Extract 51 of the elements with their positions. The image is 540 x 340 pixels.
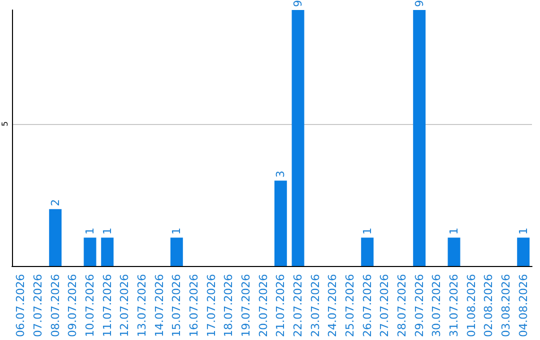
x-tick-label: 12.07.2026 bbox=[118, 274, 132, 338]
x-tick-label: 10.07.2026 bbox=[84, 274, 96, 338]
x-tick-label: 30.07.2026 bbox=[430, 274, 444, 338]
bar bbox=[292, 10, 304, 266]
x-tick-label: 17.07.2026 bbox=[204, 274, 218, 338]
data-label: 1 bbox=[448, 228, 460, 235]
x-tick-label: 11.07.2026 bbox=[100, 274, 114, 338]
bar bbox=[49, 209, 62, 266]
x-tick-label: 16.07.2026 bbox=[188, 274, 200, 338]
x-tick-label: 01.08.2026 bbox=[464, 274, 478, 338]
data-label: 2 bbox=[48, 199, 62, 206]
bar bbox=[517, 238, 530, 266]
x-tick-label: 25.07.2026 bbox=[344, 274, 356, 338]
x-tick-label: 19.07.2026 bbox=[240, 274, 252, 338]
x-tick-label: 28.07.2026 bbox=[396, 274, 408, 338]
x-tick-label: 07.07.2026 bbox=[32, 274, 44, 338]
bar bbox=[84, 238, 96, 266]
bar bbox=[170, 238, 183, 266]
x-tick-label: 22.07.2026 bbox=[292, 274, 304, 338]
bar bbox=[448, 238, 460, 266]
data-label: 1 bbox=[170, 228, 184, 235]
y-tick-label: 5 bbox=[0, 121, 10, 126]
data-label: 9 bbox=[292, 0, 304, 7]
x-tick-label: 06.07.2026 bbox=[14, 274, 28, 338]
x-tick-label: 14.07.2026 bbox=[152, 274, 166, 338]
x-tick-label: 27.07.2026 bbox=[378, 274, 392, 338]
x-tick-label: 29.07.2026 bbox=[412, 274, 426, 338]
data-label: 3 bbox=[274, 170, 288, 178]
data-label: 1 bbox=[360, 228, 374, 235]
bar bbox=[274, 180, 287, 266]
data-label: 1 bbox=[84, 228, 96, 235]
x-tick-label: 24.07.2026 bbox=[326, 274, 340, 338]
bar bbox=[413, 10, 426, 266]
data-label: 9 bbox=[412, 0, 426, 7]
x-tick-label: 31.07.2026 bbox=[448, 274, 460, 338]
x-tick-label: 09.07.2026 bbox=[66, 274, 80, 338]
x-tick-label: 23.07.2026 bbox=[308, 274, 322, 338]
x-tick-label: 03.08.2026 bbox=[500, 274, 512, 338]
x-tick-label: 13.07.2026 bbox=[136, 274, 148, 338]
x-tick-label: 26.07.2026 bbox=[360, 274, 374, 338]
x-tick-label: 21.07.2026 bbox=[274, 274, 288, 338]
bar bbox=[361, 238, 374, 266]
x-tick-label: 18.07.2026 bbox=[222, 274, 236, 338]
x-tick-label: 20.07.2026 bbox=[256, 274, 270, 338]
bar bbox=[101, 238, 114, 266]
x-tick-label: 08.07.2026 bbox=[48, 274, 62, 338]
x-tick-label: 02.08.2026 bbox=[482, 274, 496, 338]
data-label: 1 bbox=[516, 228, 530, 235]
x-tick-label: 15.07.2026 bbox=[170, 274, 184, 338]
x-tick-label: 04.08.2026 bbox=[516, 274, 530, 338]
data-label: 1 bbox=[100, 228, 114, 235]
